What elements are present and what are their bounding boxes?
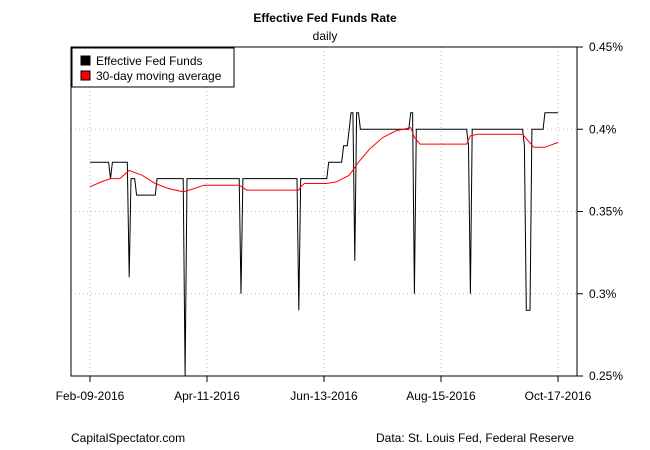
- effective-fed-funds-line: [90, 112, 558, 377]
- chart-subtitle: daily: [313, 29, 338, 43]
- series-layer: [89, 112, 559, 377]
- chart-title: Effective Fed Funds Rate: [253, 11, 397, 25]
- x-tick-label: Oct-17-2016: [525, 389, 592, 403]
- x-tick-label: Feb-09-2016: [56, 389, 125, 403]
- y-tick-label: 0.45%: [589, 40, 623, 54]
- axis-layer: Feb-09-2016 Apr-11-2016 Jun-13-2016 Aug-15-…: [56, 40, 624, 403]
- x-tick-label: Aug-15-2016: [406, 389, 476, 403]
- legend-swatch-effective-fed-funds: [80, 55, 91, 66]
- legend-label-moving-average: 30-day moving average: [96, 69, 222, 83]
- y-tick-label: 0.4%: [589, 122, 617, 136]
- legend-label-effective-fed-funds: Effective Fed Funds: [96, 54, 203, 68]
- y-tick-label: 0.25%: [589, 369, 623, 383]
- moving-average-line: [89, 127, 559, 193]
- y-tick-label: 0.3%: [589, 287, 617, 301]
- source-site-label: CapitalSpectator.com: [71, 431, 186, 445]
- y-tick-label: 0.35%: [589, 205, 623, 219]
- x-tick-label: Apr-11-2016: [174, 389, 240, 403]
- legend: Effective Fed Funds 30-day moving averag…: [71, 47, 235, 88]
- x-tick-label: Jun-13-2016: [290, 389, 358, 403]
- legend-box: [71, 47, 235, 88]
- grid-layer: [71, 47, 577, 376]
- legend-swatch-moving-average: [80, 70, 91, 81]
- data-source-label: Data: St. Louis Fed, Federal Reserve: [376, 431, 575, 445]
